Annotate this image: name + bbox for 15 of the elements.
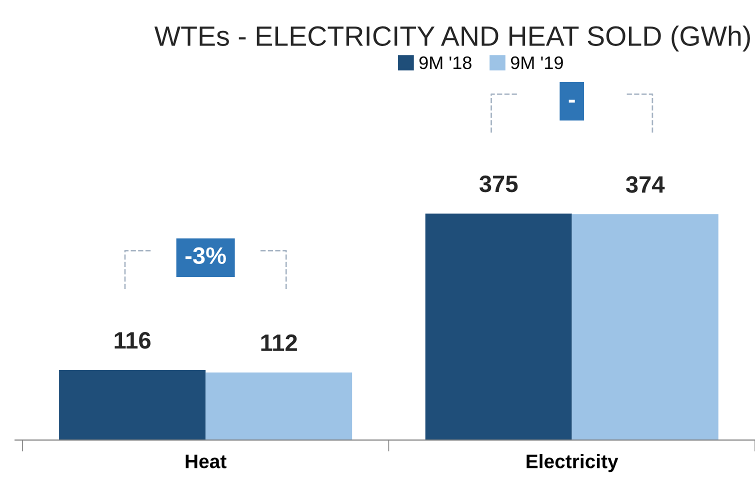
bar [206,372,352,440]
bar [425,214,572,440]
data-label: 375 [479,176,518,192]
data-label: 116 [114,332,151,349]
annotation: -3% [186,247,226,264]
x-tick-label: Heat [186,454,226,468]
chart-title: WTEs - ELECTRICITY AND HEAT SOLD (GWh) [154,26,750,52]
data-label: 374 [626,176,665,193]
bar [59,370,206,440]
legend-label: 9M '19 [510,56,563,70]
legend-label: 9M '18 [419,56,472,70]
text: - [568,100,575,103]
data-label: 112 [261,334,297,351]
bar [572,214,718,440]
x-tick-label: Electricity [526,454,618,472]
